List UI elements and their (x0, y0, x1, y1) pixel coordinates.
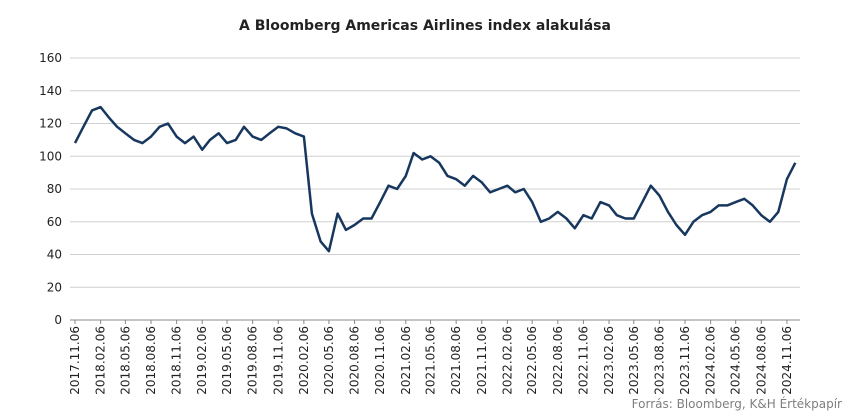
y-tick-label: 160 (39, 51, 62, 65)
x-tick-label: 2018.08.06 (144, 326, 158, 395)
y-tick-label: 0 (54, 313, 62, 327)
x-tick-label: 2022.02.06 (500, 326, 514, 395)
x-tick-label: 2018.05.06 (118, 326, 132, 395)
y-tick-label: 140 (39, 84, 62, 98)
y-tick-label: 100 (39, 149, 62, 163)
x-tick-label: 2021.05.06 (424, 326, 438, 395)
x-tick-label: 2020.11.06 (373, 326, 387, 395)
x-tick-label: 2020.05.06 (322, 326, 336, 395)
x-tick-label: 2023.08.06 (652, 326, 666, 395)
x-tick-label: 2019.02.06 (195, 326, 209, 395)
chart-title: A Bloomberg Americas Airlines index alak… (239, 18, 611, 34)
x-tick-label: 2019.05.06 (220, 326, 234, 395)
x-tick-label: 2018.11.06 (170, 326, 184, 395)
x-tick-label: 2024.11.06 (780, 326, 794, 395)
y-tick-label: 40 (47, 248, 62, 262)
x-tick-label: 2022.11.06 (576, 326, 590, 395)
x-tick-label: 2019.11.06 (271, 326, 285, 395)
source-note: Forrás: Bloomberg, K&H Értékpapír (632, 396, 842, 411)
data-line (73, 105, 797, 253)
x-tick-label: 2023.05.06 (627, 326, 641, 395)
y-tick-label: 80 (47, 182, 62, 196)
y-tick-label: 20 (47, 280, 62, 294)
x-tick-label: 2024.02.06 (704, 326, 718, 395)
x-tick-label: 2021.02.06 (399, 326, 413, 395)
x-tick-label: 2021.11.06 (475, 326, 489, 395)
x-tick-label: 2017.11.06 (68, 326, 82, 395)
y-tick-label: 120 (39, 117, 62, 131)
x-tick-label: 2022.05.06 (525, 326, 539, 395)
x-tick-label: 2019.08.06 (246, 326, 260, 395)
x-tick-label: 2018.02.06 (94, 326, 108, 395)
x-tick-label: 2022.08.06 (551, 326, 565, 395)
x-tick-label: 2023.02.06 (602, 326, 616, 395)
x-tick-label: 2023.11.06 (678, 326, 692, 395)
x-tick-label: 2024.05.06 (729, 326, 743, 395)
x-tick-label: 2021.08.06 (449, 326, 463, 395)
x-tick-label: 2020.02.06 (297, 326, 311, 395)
x-tick-label: 2020.08.06 (348, 326, 362, 395)
y-tick-label: 60 (47, 215, 62, 229)
x-tick-label: 2024.08.06 (754, 326, 768, 395)
